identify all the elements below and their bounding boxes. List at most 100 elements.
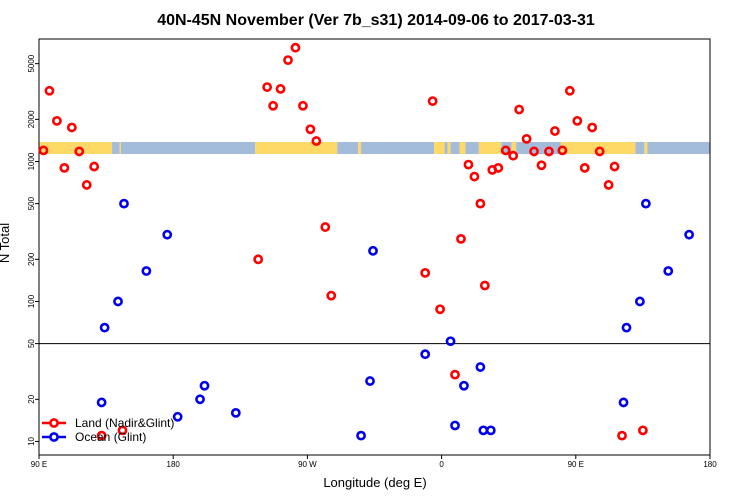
land-segment — [644, 142, 648, 154]
land-point — [456, 233, 466, 244]
land-segment — [459, 142, 466, 154]
land-point — [253, 254, 264, 265]
land-point — [89, 161, 100, 172]
ocean-point — [618, 397, 629, 408]
y-tick-label: 5000 — [27, 54, 36, 72]
land-point — [529, 146, 539, 157]
land-point — [550, 126, 560, 136]
land-point — [508, 150, 519, 161]
land-point — [594, 146, 605, 157]
ocean-point — [96, 397, 107, 408]
legend-ocean-label: Ocean (Glint) — [75, 430, 146, 444]
x-tick-label: 180 — [703, 460, 717, 469]
y-tick-label: 1000 — [27, 152, 36, 170]
ocean-point — [420, 349, 431, 360]
land-point — [475, 198, 486, 209]
land-ocean-band — [39, 142, 710, 154]
legend-land-label: Land (Nadir&Glint) — [75, 416, 174, 430]
land-point — [290, 42, 301, 53]
land-segment — [39, 142, 113, 154]
ocean-segment — [444, 142, 448, 154]
land-point — [420, 267, 431, 278]
land-point — [38, 145, 49, 156]
y-tick-label: 50 — [27, 339, 36, 348]
ocean-point — [621, 322, 632, 333]
ocean-point — [172, 411, 183, 422]
ocean-segment — [450, 142, 460, 154]
legend-ocean-marker — [49, 432, 59, 442]
land-point — [117, 425, 128, 436]
ocean-point — [450, 420, 460, 431]
ocean-point — [119, 198, 129, 209]
ocean-point — [113, 296, 123, 307]
legend: Land (Nadir&Glint)Ocean (Glint) — [42, 416, 174, 444]
ocean-point — [485, 425, 496, 436]
land-point — [59, 162, 70, 173]
land-point — [603, 180, 614, 190]
land-segment — [478, 142, 502, 154]
y-tick-label: 10 — [27, 436, 36, 445]
land-point — [536, 160, 547, 171]
y-tick-label: 200 — [27, 252, 36, 266]
land-segment — [358, 142, 362, 154]
land-segment — [447, 142, 451, 154]
land-point — [268, 100, 279, 111]
ocean-point — [99, 322, 110, 333]
land-point — [544, 146, 554, 157]
land-segment — [255, 142, 338, 154]
land-point — [521, 133, 532, 144]
land-point — [557, 145, 568, 156]
ocean-point — [459, 380, 469, 391]
ocean-point — [230, 407, 241, 418]
x-axis-label: Longitude (deg E) — [323, 475, 426, 490]
land-point — [572, 115, 583, 126]
land-point — [44, 85, 55, 96]
x-tick-label: 90 E — [568, 460, 584, 469]
ocean-segment — [635, 142, 645, 154]
y-axis: 10 20 50 100 200 500 1000 2000 5000 — [27, 54, 39, 446]
land-point — [479, 280, 490, 291]
land-point — [609, 161, 620, 172]
x-axis: 90 E 180 90 W 0 90 E 180 — [31, 455, 717, 469]
ocean-point — [368, 245, 378, 256]
ocean-point — [445, 336, 456, 347]
land-segment — [434, 142, 445, 154]
ocean-segment — [647, 142, 710, 154]
land-point — [283, 55, 293, 66]
land-point — [305, 124, 316, 135]
land-point — [81, 180, 92, 190]
land-point — [638, 425, 648, 436]
ocean-point — [195, 394, 205, 405]
land-segment — [511, 142, 517, 154]
land-point — [587, 122, 598, 133]
land-point — [51, 115, 62, 126]
plot-frame — [38, 38, 711, 456]
data-points — [38, 42, 695, 441]
ocean-point — [684, 229, 695, 240]
y-tick-label: 20 — [27, 394, 36, 403]
chart-title: 40N-45N November (Ver 7b_s31) 2014-09-06… — [157, 12, 595, 29]
land-point — [262, 82, 273, 92]
ocean-point — [199, 380, 210, 391]
land-point — [500, 145, 511, 156]
ocean-segment — [112, 142, 120, 154]
land-point — [96, 430, 107, 441]
land-point — [275, 84, 286, 94]
ocean-segment — [516, 142, 561, 154]
land-point — [435, 304, 446, 315]
ocean-point — [663, 266, 674, 276]
y-tick-label: 100 — [27, 294, 36, 308]
land-point — [469, 171, 480, 182]
land-point — [74, 146, 85, 157]
land-point — [514, 104, 525, 115]
ocean-point — [356, 430, 366, 441]
land-point — [326, 290, 337, 301]
legend-land-marker — [49, 418, 59, 428]
x-tick-label: 0 — [439, 460, 444, 469]
ocean-point — [640, 198, 651, 209]
land-segment — [119, 142, 122, 154]
x-tick-label: 180 — [167, 460, 181, 469]
ocean-point — [475, 362, 486, 372]
ocean-segment — [361, 142, 435, 154]
